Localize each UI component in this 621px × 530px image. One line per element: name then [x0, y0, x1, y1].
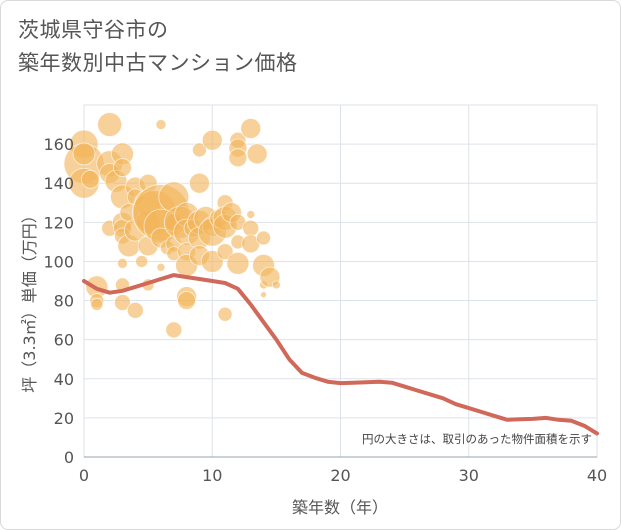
bubble-point: [246, 210, 256, 219]
y-tick-label: 20: [54, 409, 74, 428]
y-tick-label: 0: [64, 448, 74, 467]
bubble-point: [90, 298, 104, 311]
x-tick-label: 20: [330, 466, 350, 485]
y-tick-label: 120: [43, 213, 74, 232]
bubble-point: [97, 112, 123, 137]
y-tick-label: 40: [54, 370, 74, 389]
bubble-point: [242, 219, 260, 237]
bubble-point: [135, 255, 149, 268]
bubble-point: [217, 306, 233, 322]
bubble-series: [63, 112, 281, 339]
bubble-point: [117, 257, 128, 269]
bubble-point: [260, 291, 267, 299]
axes: 0 20 40 60 80 100 120 140 160 0 10 20 30 40: [43, 135, 607, 485]
y-tick-label: 140: [43, 174, 74, 193]
chart-title: 茨城県守谷市の 築年数別中古マンション価格: [18, 14, 298, 80]
bubble-point: [81, 169, 100, 189]
bubble-point: [200, 250, 224, 273]
bubble-point: [165, 321, 183, 339]
bubble-point: [114, 294, 131, 311]
bubble-point: [155, 119, 167, 130]
bubble-point: [226, 251, 250, 275]
bubble-point: [156, 262, 166, 272]
bubble-point: [228, 148, 248, 168]
y-tick-label: 100: [43, 252, 74, 271]
bubble-point: [126, 301, 144, 319]
average-price-line: [82, 273, 599, 436]
bubble-point: [201, 129, 223, 151]
bubble-point: [177, 291, 197, 310]
bubble-point: [256, 230, 271, 246]
y-tick-label: 60: [54, 331, 74, 350]
average-line-series: [82, 273, 599, 436]
bubble-point: [246, 143, 268, 165]
bubble-point: [271, 280, 281, 290]
x-tick-label: 10: [202, 466, 222, 485]
y-tick-label: 80: [54, 292, 74, 311]
x-tick-label: 40: [587, 466, 607, 485]
bubble-point: [216, 243, 234, 261]
chart-title-line-2: 築年数別中古マンション価格: [18, 51, 298, 75]
bubble-point: [72, 142, 96, 166]
bubble-point: [189, 172, 210, 194]
y-tick-label: 160: [43, 135, 74, 154]
chart-title-line-1: 茨城県守谷市の: [18, 18, 169, 42]
chart-note: 円の大きさは、取引のあった物件面積を示す: [362, 432, 592, 446]
x-axis-label: 築年数（年）: [292, 498, 388, 517]
bubble-point: [192, 142, 207, 158]
x-tick-label: 0: [79, 466, 89, 485]
y-axis-label: 坪（3.3㎡）単価（万円）: [20, 207, 39, 392]
bubble-point: [113, 158, 132, 177]
bubble-point: [240, 118, 262, 139]
x-tick-label: 30: [459, 466, 479, 485]
